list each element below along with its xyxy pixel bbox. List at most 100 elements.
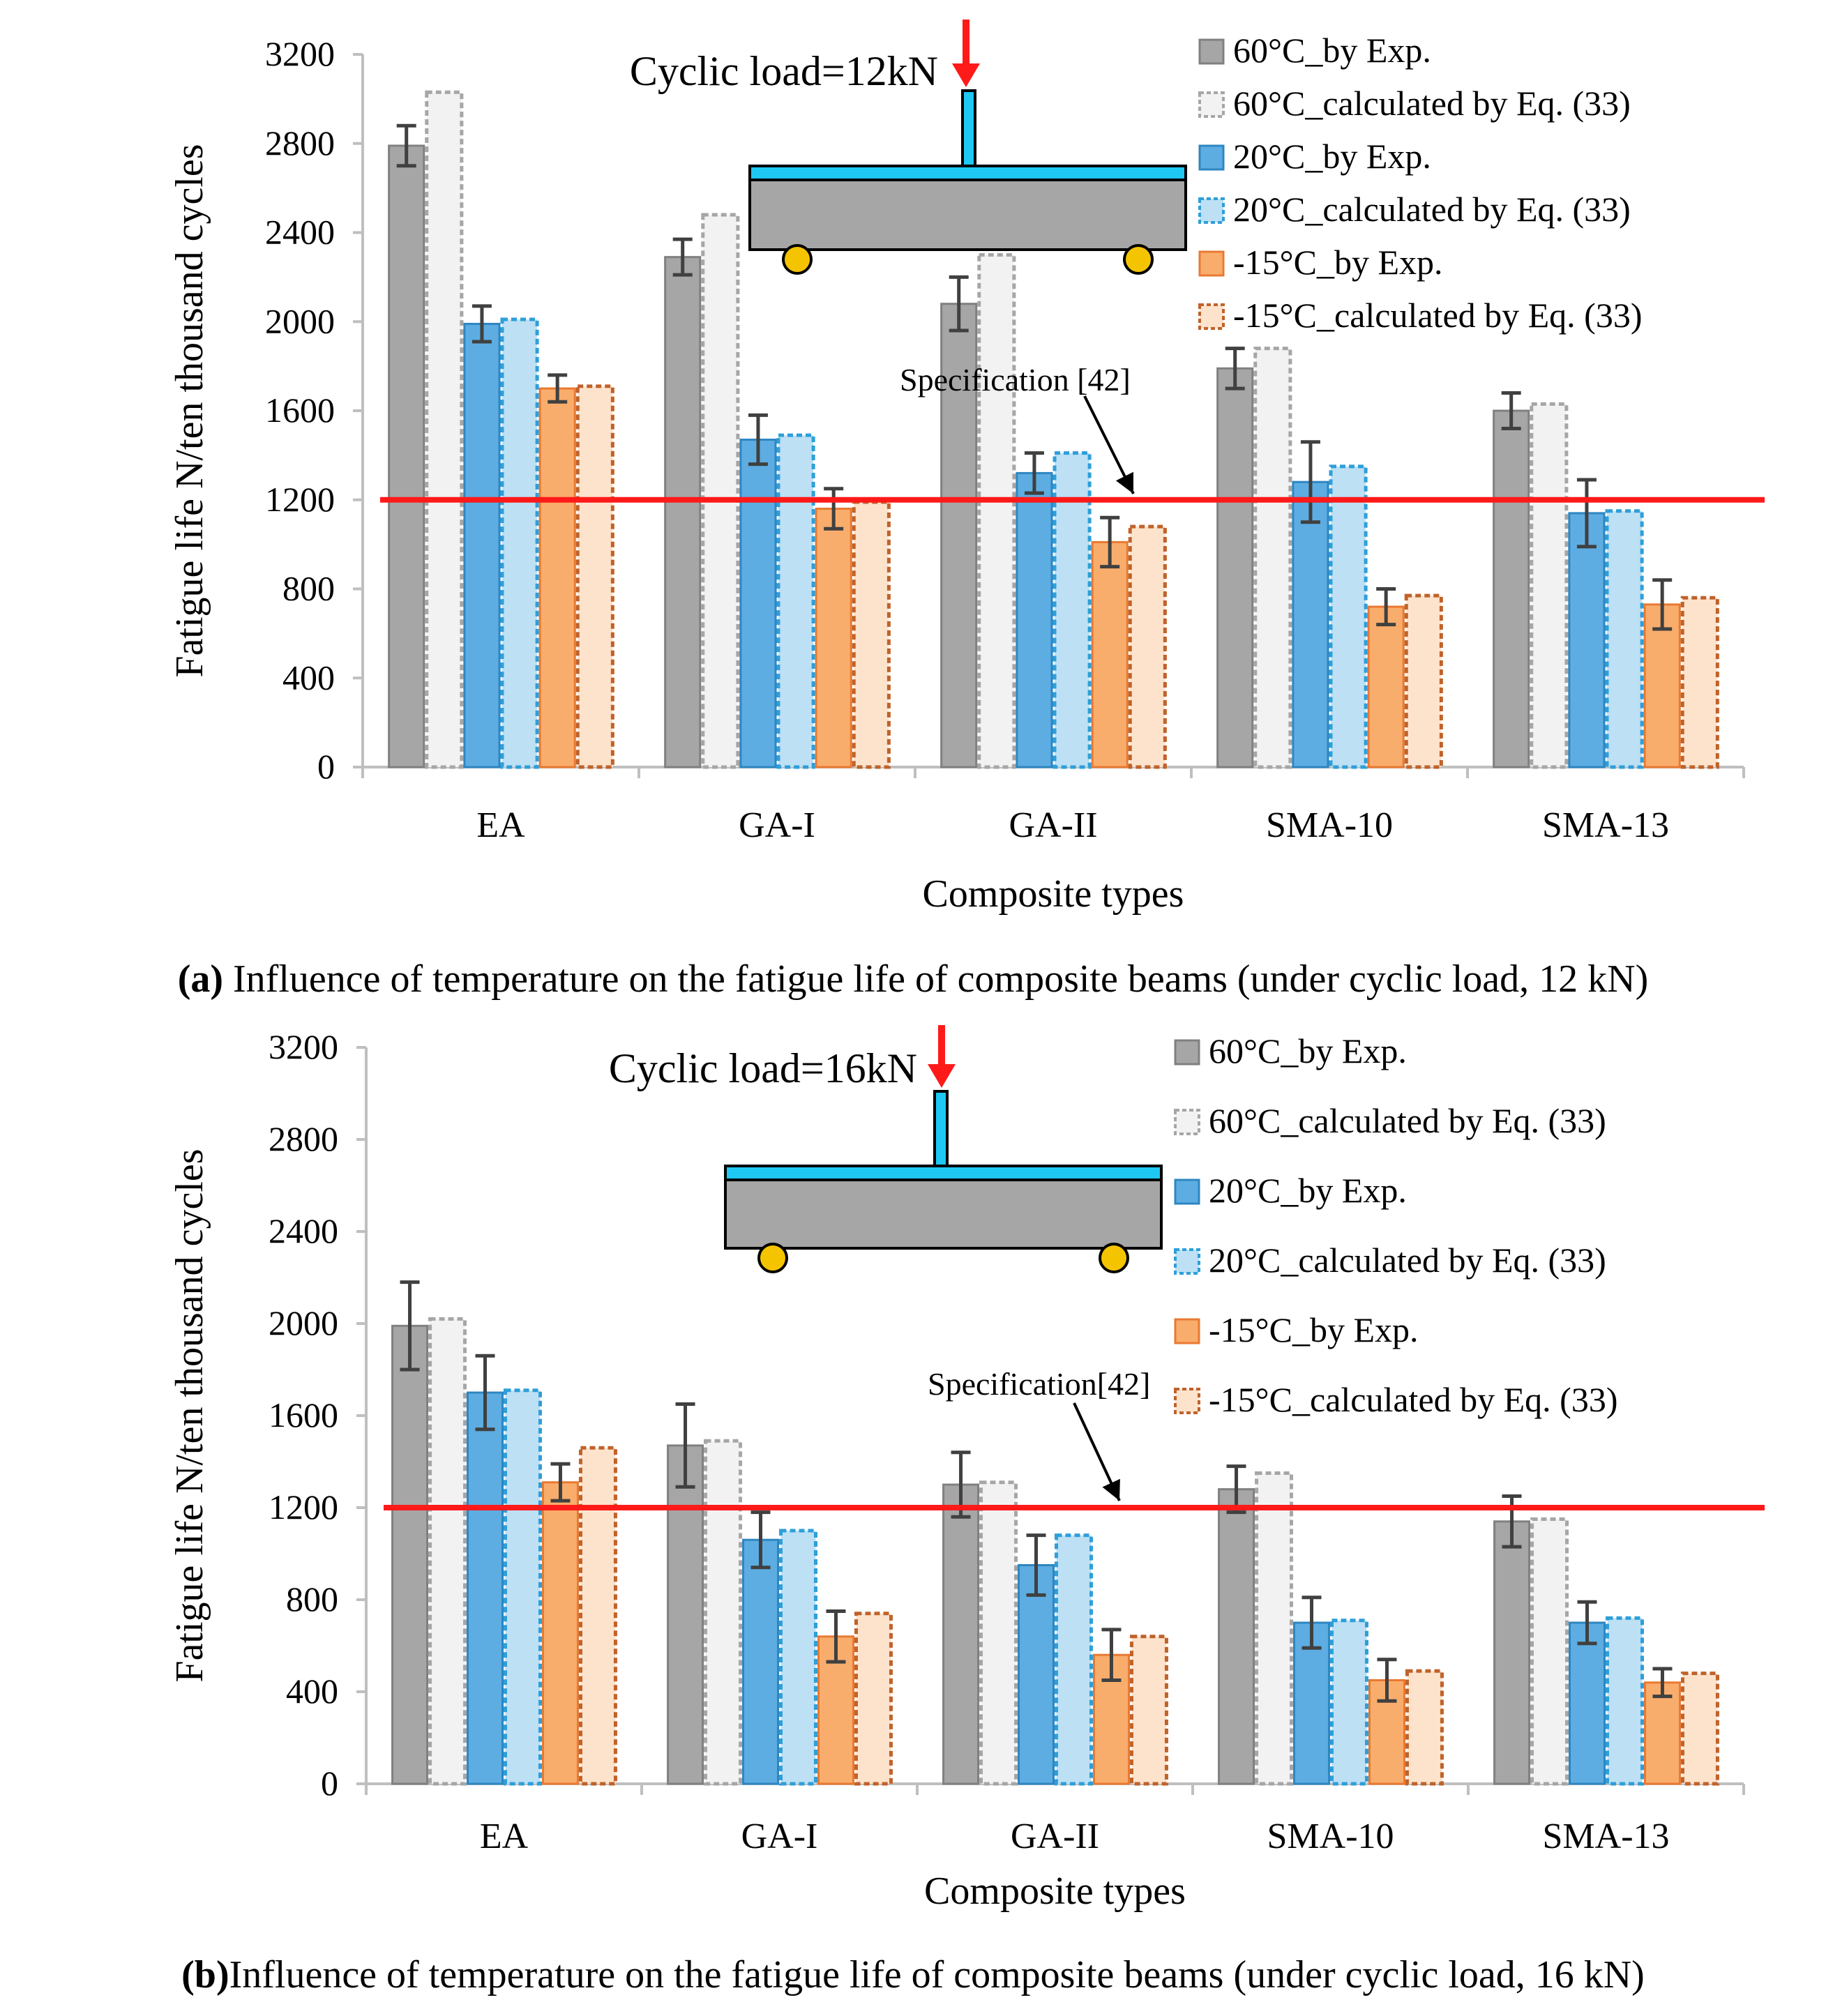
p0-bar: [500, 317, 539, 769]
p0-bar: [940, 303, 978, 768]
p0-bar: [1052, 451, 1092, 769]
p1-bar: [1055, 1533, 1093, 1786]
p0-bar: [1253, 347, 1292, 769]
p0-bar: [1128, 524, 1167, 769]
p1-bar: [1129, 1635, 1168, 1786]
p0-legend-swatch: [1198, 38, 1225, 65]
p0-y-tick-label: 1600: [265, 391, 335, 430]
p1-bar: [578, 1446, 617, 1786]
p1-bar: [1330, 1619, 1368, 1786]
p1-support-left: [757, 1243, 788, 1273]
caption-b-text: Influence of temperature on the fatigue …: [229, 1953, 1645, 1996]
p1-bar: [391, 1324, 429, 1785]
p0-bar: [1404, 593, 1443, 769]
p1-legend-swatch: [1174, 1109, 1200, 1135]
p0-support-right: [1123, 244, 1154, 275]
p0-legend-label: -15°C_calculated by Eq. (33): [1233, 296, 1642, 335]
chart-a: 0 400 800 1200 1600 2000 2400 2800 3200 EA GA-I GA-…: [168, 20, 1765, 916]
p1-legend-swatch: [1174, 1248, 1200, 1275]
p1-load-arrowhead: [928, 1064, 956, 1088]
p0-y-tick-label: 2000: [265, 301, 335, 340]
p0-bar: [1216, 367, 1254, 768]
p0-category-label: GA-I: [739, 805, 815, 845]
p1-bar: [1493, 1520, 1531, 1785]
p1-legend-swatch: [1174, 1178, 1200, 1205]
p1-bar: [504, 1388, 542, 1786]
p1-bar: [704, 1439, 743, 1786]
p0-y-tick-label: 2400: [265, 213, 335, 252]
p1-bar: [1530, 1517, 1569, 1786]
p0-legend-swatch: [1198, 144, 1225, 171]
p1-category-label: GA-I: [741, 1817, 818, 1856]
p0-legend-swatch: [1198, 197, 1225, 224]
p0-bar: [664, 256, 702, 768]
p1-specification-arrowhead: [1102, 1478, 1120, 1501]
p1-category-label: SMA-10: [1267, 1817, 1394, 1856]
p1-bar: [1405, 1669, 1444, 1786]
p1-bar: [742, 1538, 780, 1785]
p1-y-tick-label: 0: [321, 1764, 338, 1803]
p1-bar: [1255, 1471, 1294, 1786]
p0-load-arrowhead: [952, 63, 980, 87]
caption-a: (a) Influence of temperature on the fati…: [0, 957, 1826, 1001]
p0-bar: [1367, 605, 1405, 768]
p0-legend-label: 20°C_by Exp.: [1233, 137, 1431, 176]
p0-legend-label: 60°C_calculated by Eq. (33): [1233, 84, 1631, 123]
p1-y-axis-title: Fatigue life N/ten thousand cycles: [168, 1149, 211, 1682]
p0-y-axis-title: Fatigue life N/ten thousand cycles: [168, 144, 211, 677]
p1-bar: [1606, 1616, 1644, 1786]
p1-y-tick-label: 800: [286, 1579, 338, 1619]
p1-legend-swatch: [1174, 1039, 1200, 1066]
p0-specification-arrowhead: [1115, 471, 1133, 494]
p0-bar: [977, 252, 1016, 769]
p0-bar: [776, 433, 815, 769]
p1-specification-label: Specification[42]: [928, 1366, 1150, 1402]
p1-beam-top-layer: [724, 1165, 1163, 1181]
p1-bar: [541, 1481, 579, 1785]
p0-bar: [538, 387, 576, 768]
p1-bar: [1218, 1488, 1255, 1785]
p0-bar: [1568, 512, 1606, 768]
p1-y-tick-label: 2000: [269, 1303, 338, 1342]
p0-y-tick-label: 1200: [265, 480, 335, 519]
p1-y-tick-label: 2400: [269, 1211, 338, 1250]
p0-bar: [1091, 540, 1129, 768]
p0-load-post: [961, 89, 976, 167]
p1-legend-label: 60°C_by Exp.: [1209, 1031, 1407, 1070]
p0-legend-swatch: [1198, 250, 1225, 277]
p1-legend-swatch: [1174, 1388, 1200, 1414]
p0-bar: [1493, 409, 1530, 768]
p0-legend-label: 20°C_calculated by Eq. (33): [1233, 190, 1631, 229]
p0-bar: [575, 384, 614, 769]
p0-bar: [1329, 464, 1368, 769]
p1-x-axis-title: Composite types: [924, 1870, 1186, 1913]
p0-x-axis-title: Composite types: [923, 872, 1184, 916]
p0-y-tick-label: 800: [282, 569, 335, 608]
p1-y-tick-label: 1200: [269, 1487, 338, 1526]
p1-legend-label: 20°C_by Exp.: [1209, 1171, 1407, 1210]
p1-y-tick-label: 1600: [269, 1395, 338, 1434]
caption-b: (b)Influence of temperature on the fatig…: [0, 1953, 1826, 1997]
p0-bar: [1605, 509, 1644, 769]
p0-legend-label: -15°C_by Exp.: [1233, 243, 1443, 282]
p0-bar: [463, 322, 501, 768]
p1-bar: [942, 1483, 980, 1785]
p0-y-tick-label: 3200: [265, 34, 335, 73]
p1-bar: [467, 1391, 504, 1785]
p1-bar: [667, 1444, 704, 1785]
p1-bar: [979, 1480, 1018, 1786]
p0-beam-body: [748, 179, 1187, 251]
p0-bar: [1680, 596, 1719, 769]
p0-legend-swatch: [1198, 91, 1225, 118]
p1-load-label: Cyclic load=16kN: [609, 1045, 917, 1091]
p1-category-label: EA: [480, 1817, 529, 1856]
p1-bar: [1018, 1564, 1055, 1785]
p0-bar: [815, 508, 852, 768]
p1-legend-label: 60°C_calculated by Eq. (33): [1209, 1101, 1606, 1140]
p0-y-tick-label: 0: [317, 747, 335, 786]
p1-legend-label: -15°C_by Exp.: [1209, 1310, 1419, 1349]
p0-bar: [425, 90, 464, 769]
p0-bar: [1016, 471, 1053, 768]
p0-bar: [701, 213, 740, 769]
p1-y-tick-label: 400: [286, 1672, 338, 1711]
